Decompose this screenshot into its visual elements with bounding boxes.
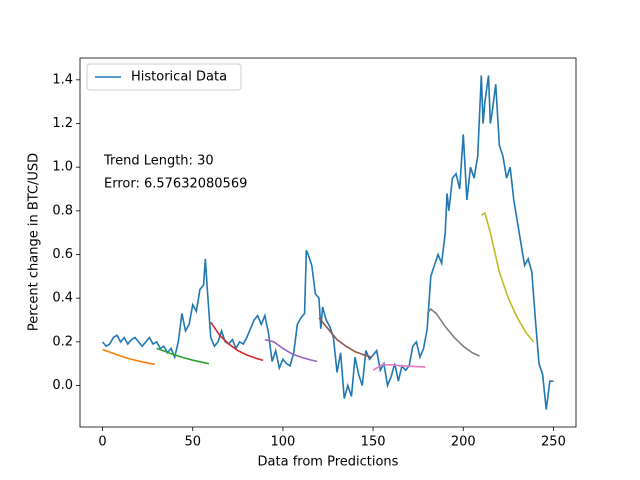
series-line [426,307,480,357]
y-tick-label: 0.2 [52,334,73,349]
series-line [102,348,155,366]
plot-frame [79,57,577,428]
series-line [318,317,372,358]
y-tick-label: 0.0 [52,378,73,393]
series-line [156,347,210,365]
legend-box [86,63,242,91]
x-tick-label: 100 [270,435,295,450]
x-tick-label: 0 [98,435,106,450]
x-tick-label: 150 [361,435,386,450]
x-axis-label: Data from Predictions [258,455,399,470]
series-line [480,211,535,343]
series-line [264,338,318,363]
legend-label: Historical Data [131,70,227,85]
y-tick-label: 0.8 [52,203,73,218]
y-tick-label: 1.0 [52,160,73,175]
series-line [101,75,554,410]
y-tick-label: 1.4 [52,72,73,87]
x-tick-label: 250 [541,435,566,450]
series-line [210,321,264,362]
y-tick-label: 0.4 [52,291,73,306]
annotation: Trend Length: 30 [103,154,214,169]
y-tick-label: 0.6 [52,247,73,262]
annotation: Error: 6.57632080569 [104,177,247,192]
series-line [372,363,426,371]
y-axis-label: Percent change in BTC/USD [27,153,42,331]
y-tick-label: 1.2 [52,116,73,131]
x-tick-label: 50 [184,435,201,450]
x-tick-label: 200 [451,435,476,450]
